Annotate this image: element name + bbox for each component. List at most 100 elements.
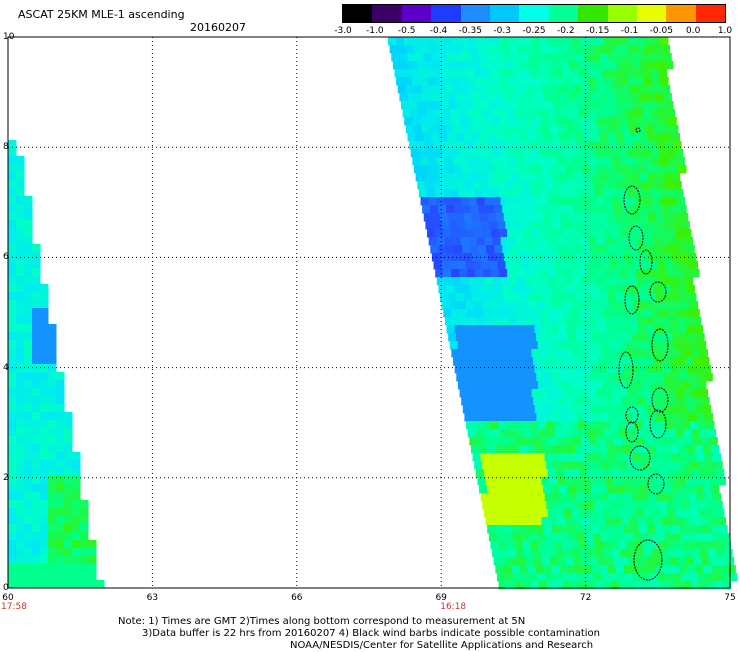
heatmap-cell — [422, 165, 431, 174]
heatmap-cell — [48, 332, 57, 341]
heatmap-cell — [682, 581, 692, 590]
heatmap-cell — [8, 196, 17, 205]
heatmap-cell — [565, 45, 575, 54]
heatmap-cell — [550, 405, 560, 414]
heatmap-cell — [652, 549, 661, 558]
heatmap-cell — [443, 309, 452, 318]
heatmap-cell — [477, 45, 487, 54]
y-tick-label: 4 — [3, 362, 9, 373]
heatmap-cell — [547, 389, 557, 398]
heatmap-cell — [8, 404, 17, 413]
heatmap-cell — [16, 260, 25, 269]
heatmap-cell — [408, 61, 418, 70]
heatmap-cell — [600, 61, 610, 70]
heatmap-cell — [481, 381, 491, 390]
heatmap-cell — [524, 117, 533, 126]
heatmap-cell — [24, 228, 33, 237]
heatmap-cell — [585, 261, 595, 270]
heatmap-cell — [521, 221, 530, 230]
heatmap-cell — [629, 85, 639, 94]
heatmap-cell — [512, 373, 521, 382]
heatmap-cell — [490, 109, 500, 118]
heatmap-cell — [421, 45, 431, 54]
heatmap-cell — [597, 125, 607, 134]
heatmap-cell — [606, 245, 615, 254]
heatmap-cell — [632, 293, 641, 302]
heatmap-cell — [666, 541, 675, 550]
heatmap-cell — [512, 493, 522, 502]
heatmap-cell — [648, 333, 657, 342]
heatmap-cell — [72, 484, 81, 493]
heatmap-cell — [484, 157, 493, 166]
heatmap-cell — [619, 229, 628, 238]
heatmap-cell — [8, 268, 17, 277]
heatmap-cell — [486, 285, 495, 294]
heatmap-cell — [497, 101, 506, 110]
heatmap-cell — [522, 421, 531, 430]
heatmap-cell — [545, 221, 554, 230]
heatmap-cell — [444, 317, 454, 326]
heatmap-cell — [534, 205, 543, 214]
heatmap-cell — [606, 325, 616, 334]
heatmap-cell — [604, 277, 614, 286]
heatmap-cell — [510, 405, 520, 414]
heatmap-cell — [513, 181, 522, 190]
colorbar-segment — [343, 5, 373, 22]
heatmap-cell — [563, 509, 573, 518]
heatmap-cell — [665, 381, 675, 390]
heatmap-cell — [56, 484, 65, 493]
island-outline — [639, 249, 653, 275]
heatmap-cell — [613, 477, 622, 486]
heatmap-cell — [570, 541, 579, 550]
heatmap-cell — [596, 77, 605, 86]
heatmap-cell — [464, 61, 474, 70]
heatmap-cell — [667, 389, 677, 398]
heatmap-cell — [490, 189, 500, 198]
heatmap-cell — [72, 524, 81, 533]
heatmap-cell — [452, 37, 461, 46]
heatmap-cell — [24, 364, 33, 373]
heatmap-cell — [650, 581, 660, 590]
heatmap-cell — [628, 197, 638, 206]
heatmap-cell — [630, 405, 640, 414]
heatmap-cell — [605, 45, 615, 54]
heatmap-cell — [532, 37, 541, 46]
heatmap-cell — [569, 141, 578, 150]
heatmap-cell — [583, 565, 592, 574]
heatmap-cell — [667, 229, 676, 238]
heatmap-cell — [470, 205, 479, 214]
heatmap-cell — [536, 533, 546, 542]
heatmap-cell — [457, 341, 467, 350]
heatmap-cell — [24, 252, 33, 261]
heatmap-cell — [56, 436, 65, 445]
heatmap-cell — [467, 349, 476, 358]
heatmap-cell — [550, 285, 559, 294]
heatmap-cell — [466, 189, 476, 198]
heatmap-cell — [455, 133, 465, 142]
heatmap-cell — [521, 341, 531, 350]
heatmap-cell — [471, 53, 480, 62]
heatmap-cell — [539, 389, 549, 398]
heatmap-cell — [502, 365, 512, 374]
heatmap-cell — [16, 452, 25, 461]
heatmap-cell — [597, 517, 607, 526]
heatmap-cell — [472, 293, 481, 302]
heatmap-cell — [589, 517, 599, 526]
heatmap-cell — [601, 261, 611, 270]
heatmap-cell — [524, 549, 533, 558]
heatmap-cell — [420, 157, 429, 166]
heatmap-cell — [521, 141, 530, 150]
heatmap-cell — [636, 549, 645, 558]
heatmap-cell — [620, 317, 630, 326]
heatmap-cell — [641, 221, 650, 230]
heatmap-cell — [465, 221, 474, 230]
heatmap-cell — [426, 189, 436, 198]
heatmap-cell — [500, 117, 509, 126]
heatmap-cell — [40, 580, 49, 589]
heatmap-cell — [685, 437, 694, 446]
colorbar-label: -1.0 — [366, 26, 384, 36]
heatmap-cell — [664, 573, 674, 582]
heatmap-cell — [507, 309, 516, 318]
heatmap-cell — [88, 564, 97, 573]
heatmap-cell — [469, 357, 478, 366]
